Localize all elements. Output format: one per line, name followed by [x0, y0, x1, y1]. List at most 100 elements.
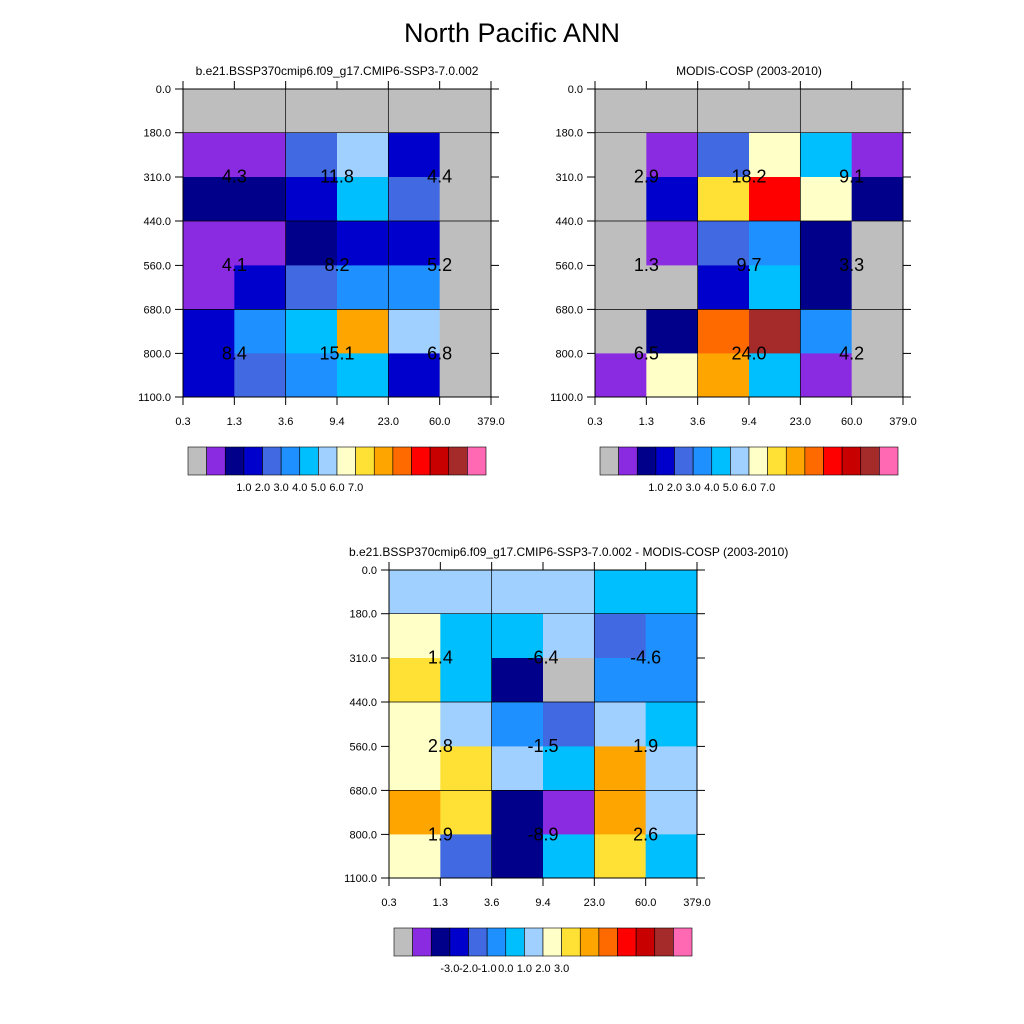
heatmap-cell [388, 353, 441, 398]
heatmap-cell [543, 746, 595, 791]
y-tick-label: 0.0 [568, 84, 583, 96]
colorbar-swatch [412, 927, 432, 957]
heatmap-cell [389, 790, 441, 835]
y-tick-label: 0.0 [362, 565, 377, 577]
heatmap-cell [851, 309, 904, 354]
heatmap-cell [749, 221, 801, 266]
heatmap-cell [440, 702, 493, 747]
colorbar-swatch [449, 927, 469, 957]
heatmap-cell [594, 790, 647, 835]
heatmap-cell [389, 834, 441, 879]
colorbar-label: 7.0 [760, 482, 775, 494]
heatmap-cell [183, 221, 235, 266]
value-label: 9.1 [839, 167, 864, 187]
colorbar-swatch [392, 446, 412, 476]
colorbar-swatch [524, 927, 544, 957]
value-label: -4.6 [630, 648, 661, 668]
heatmap-cell [645, 570, 698, 615]
value-label: -8.9 [527, 825, 558, 845]
heatmap-cell [645, 790, 698, 835]
heatmap-cell [594, 658, 647, 703]
x-tick-label: 23.0 [584, 897, 605, 909]
colorbar-swatch [617, 927, 637, 957]
heatmap-cell [594, 702, 647, 747]
colorbar-swatch [355, 446, 375, 476]
colorbar-label: -1.0 [478, 963, 497, 975]
heatmap-cell [645, 613, 698, 659]
colorbar-swatch [860, 446, 880, 476]
heatmap-cell [439, 309, 492, 354]
x-tick-label: 3.6 [278, 416, 293, 428]
heatmap-cell [388, 265, 441, 310]
heatmap-cell [285, 309, 338, 354]
heatmap-cell [285, 221, 338, 266]
x-tick-label: 9.4 [535, 897, 550, 909]
value-label: 5.2 [427, 255, 452, 275]
heatmap-cell [749, 309, 801, 354]
colorbar-swatch [674, 446, 694, 476]
value-label: 18.2 [731, 167, 766, 187]
colorbar-swatch [618, 446, 638, 476]
heatmap-cell [389, 746, 441, 791]
y-tick-label: 440.0 [349, 697, 377, 709]
heatmap-cell [183, 177, 235, 222]
heatmap-cell [851, 265, 904, 310]
heatmap-cell [646, 265, 699, 310]
y-tick-label: 180.0 [143, 128, 171, 140]
x-tick-label: 379.0 [889, 416, 917, 428]
value-label: 2.6 [633, 825, 658, 845]
heatmap-cell [234, 132, 287, 178]
value-label: 2.8 [428, 736, 453, 756]
y-tick-label: 680.0 [143, 304, 171, 316]
y-tick-label: 800.0 [143, 348, 171, 360]
value-label: 1.4 [428, 648, 453, 668]
colorbar-label: -3.0 [440, 963, 459, 975]
plot-area: 0.0 180.0 310.0 440.0 560.0 680.0 800.0 1100.0 0… [138, 81, 505, 494]
heatmap-cell [388, 309, 441, 354]
value-label: 15.1 [319, 344, 354, 364]
x-tick-label: 1.3 [227, 416, 242, 428]
heatmap-cell [440, 658, 493, 703]
heatmap-cell [800, 89, 853, 134]
colorbar-swatch [318, 446, 338, 476]
y-tick-label: 680.0 [349, 785, 377, 797]
heatmap-cell [543, 702, 595, 747]
colorbar-swatch [468, 927, 488, 957]
colorbar-swatch [654, 927, 674, 957]
heatmap-cell [389, 570, 441, 615]
colorbar-swatch [655, 446, 675, 476]
heatmap-cell [697, 132, 750, 178]
x-tick-label: 60.0 [635, 897, 656, 909]
colorbar-label: 4.0 [704, 482, 719, 494]
heatmap-cell [440, 570, 493, 615]
heatmap-cell [645, 658, 698, 703]
y-tick-label: 440.0 [143, 216, 171, 228]
colorbar-swatch [579, 927, 600, 957]
colorbar-swatch [730, 446, 750, 476]
colorbar-swatch [280, 446, 301, 476]
y-tick-label: 680.0 [555, 304, 583, 316]
value-label: 8.2 [324, 255, 349, 275]
colorbar-label: 0.0 [498, 963, 513, 975]
heatmap-cell [285, 177, 338, 222]
heatmap-cell [543, 658, 595, 703]
heatmap-cell [800, 265, 853, 310]
y-tick-label: 560.0 [349, 741, 377, 753]
heatmap-cell [491, 834, 544, 879]
x-tick-label: 60.0 [841, 416, 862, 428]
heatmap-cell [440, 746, 493, 791]
heatmap-cell [595, 353, 647, 398]
heatmap-cell [183, 89, 235, 134]
y-tick-label: 310.0 [143, 172, 171, 184]
heatmap-cell [491, 570, 544, 615]
heatmap-cell [697, 265, 750, 310]
x-tick-label: 0.3 [587, 416, 602, 428]
heatmap-cell [645, 702, 698, 747]
y-tick-label: 180.0 [555, 128, 583, 140]
heatmap-cell [595, 89, 647, 134]
heatmap-cell [439, 89, 492, 134]
colorbar-label: 3.0 [554, 963, 569, 975]
colorbar-swatch [804, 446, 824, 476]
heatmap-cell [543, 834, 595, 879]
x-tick-label: 0.3 [175, 416, 190, 428]
